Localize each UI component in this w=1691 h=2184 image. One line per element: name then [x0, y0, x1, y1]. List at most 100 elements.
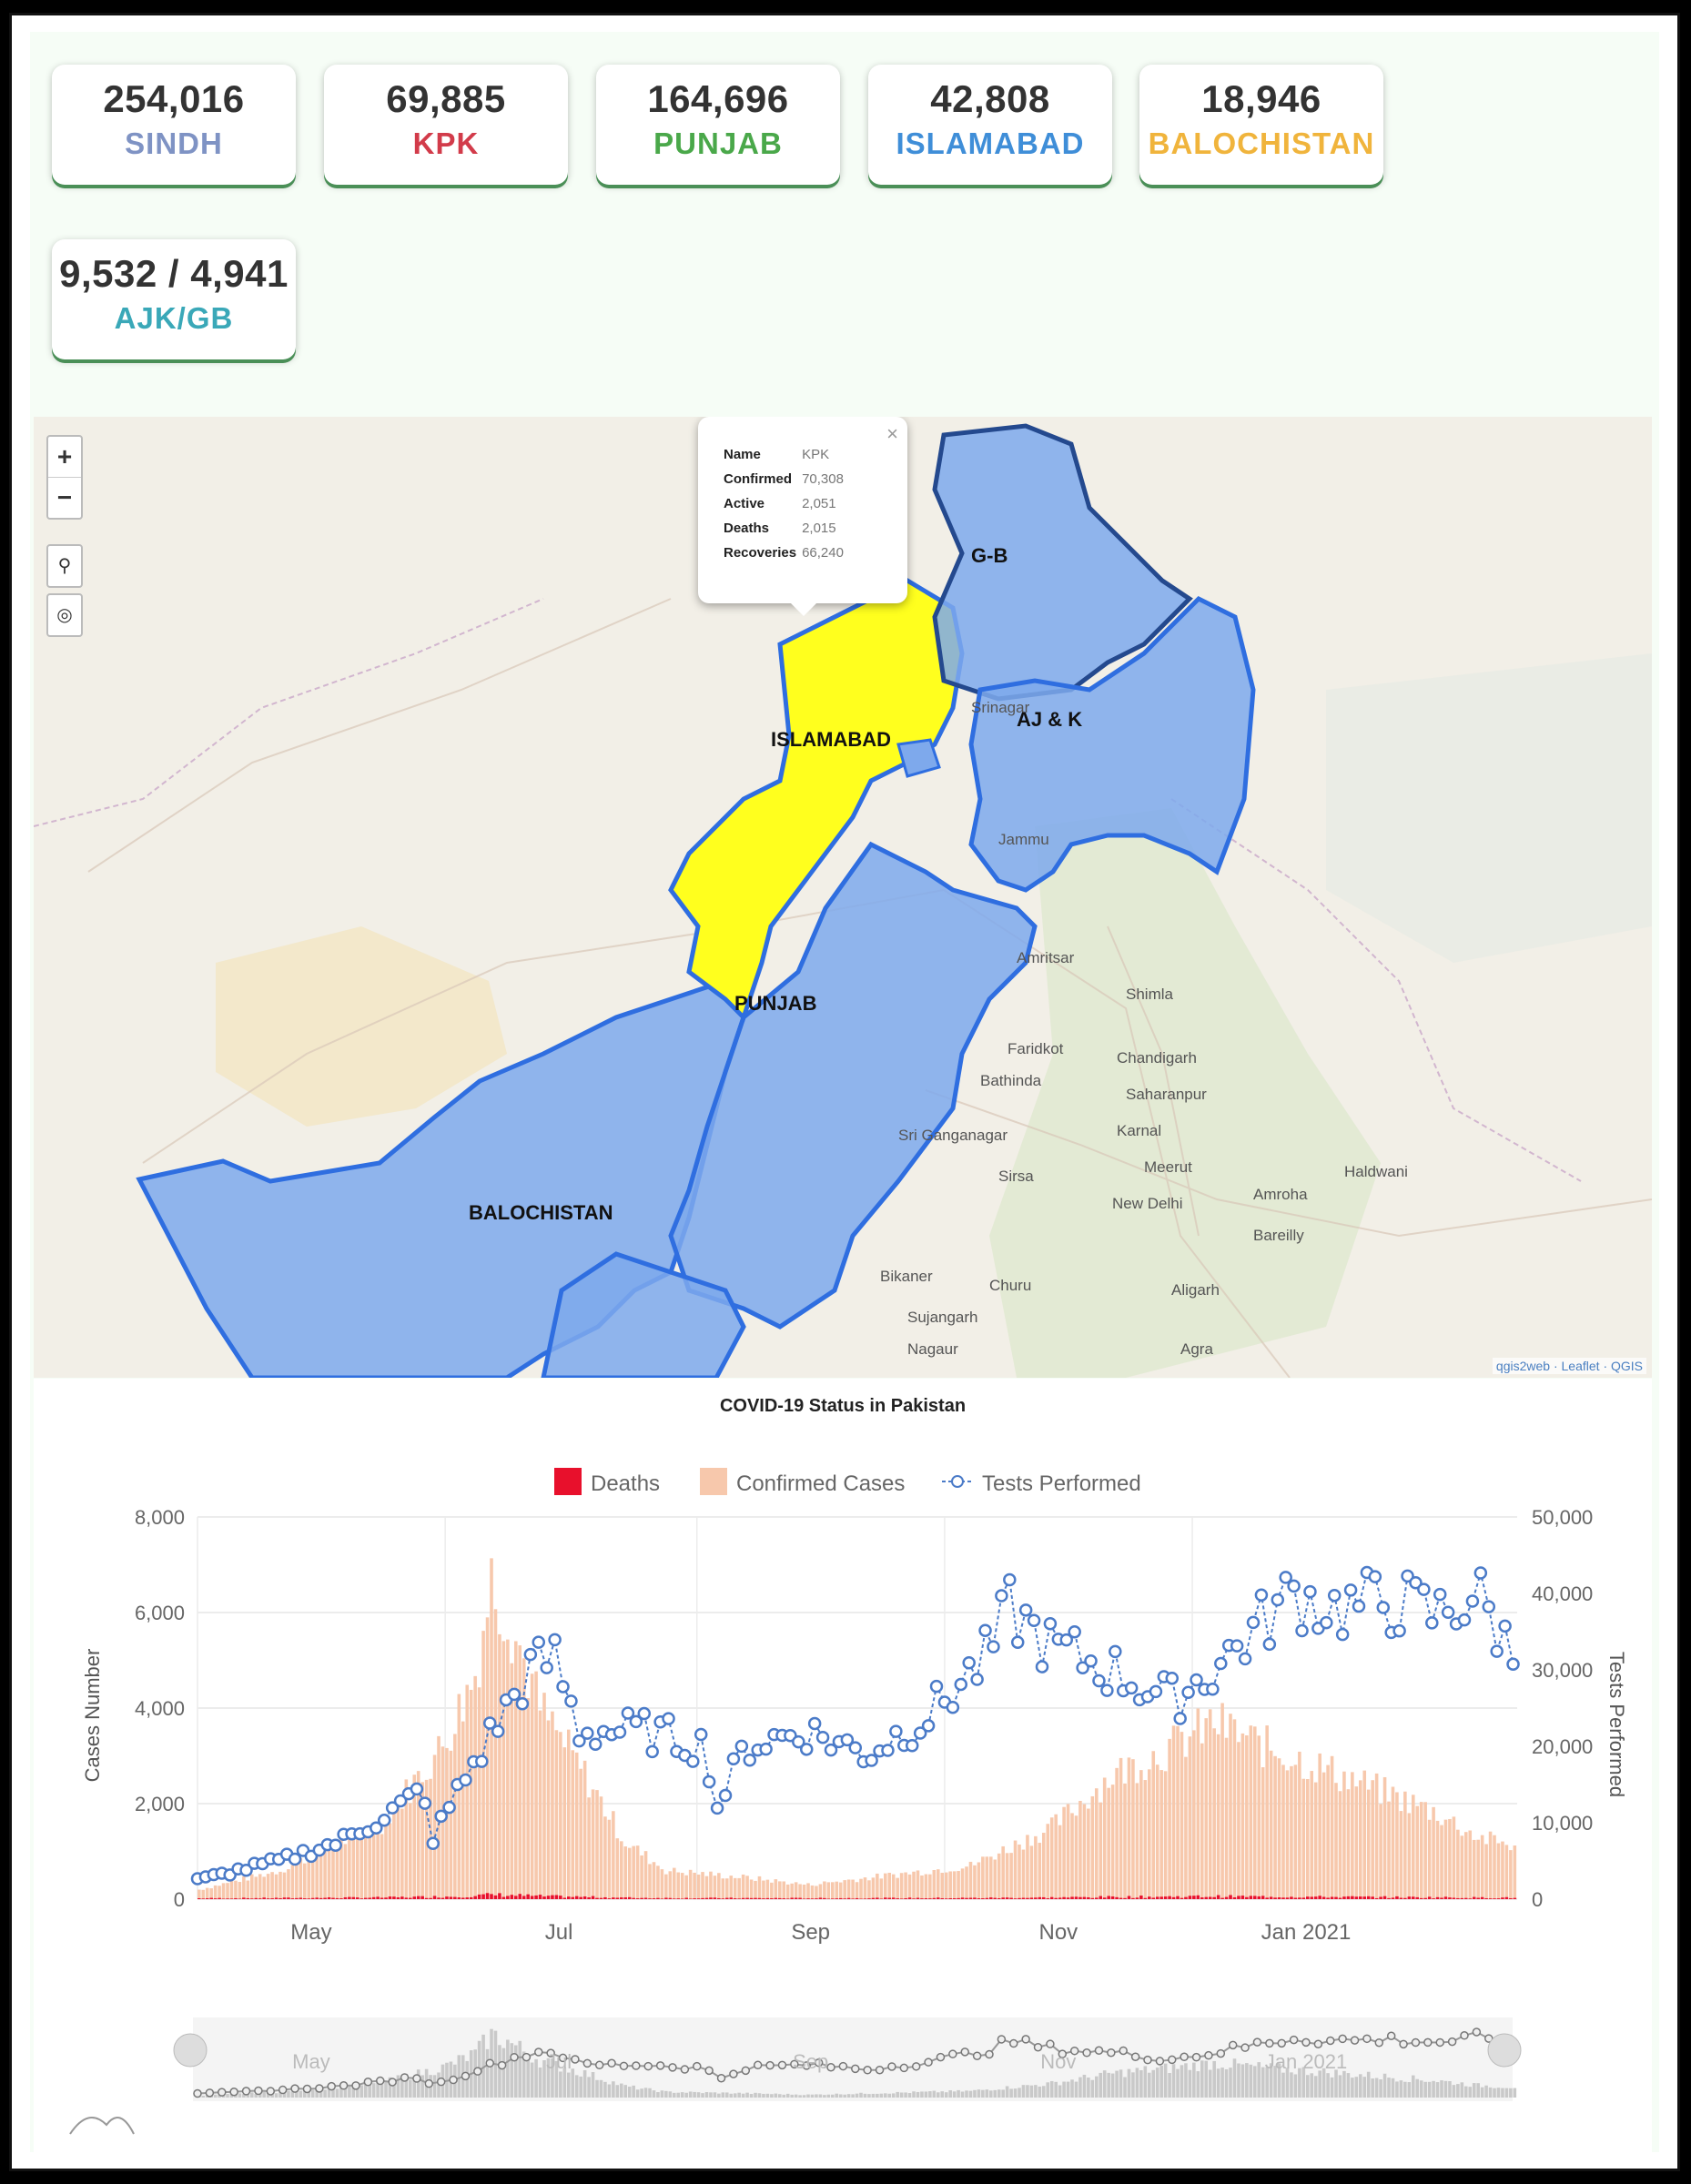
stat-card-ajk-gb[interactable]: 9,532 / 4,941 AJK/GB	[52, 239, 296, 359]
confirmed-bar	[896, 1877, 899, 1899]
navigator-bar	[741, 2093, 745, 2098]
confirmed-bar	[944, 1872, 948, 1899]
confirmed-bar	[693, 1872, 696, 1899]
stat-card-sindh[interactable]: 254,016 SINDH	[52, 65, 296, 185]
search-icon[interactable]: ⚲	[46, 544, 83, 588]
popup-value: 2,015	[802, 521, 836, 536]
navigator-bar	[1163, 2063, 1168, 2098]
death-bar	[1440, 1897, 1443, 1899]
map-attribution[interactable]: qgis2web · Leaflet · QGIS	[1492, 1358, 1646, 1374]
navigator-bar	[937, 2092, 940, 2098]
region-punjab[interactable]	[668, 841, 1038, 1330]
death-bar	[1115, 1896, 1119, 1899]
navigator-point	[218, 2088, 227, 2097]
tests-point	[1295, 1623, 1309, 1638]
confirmed-bar	[798, 1884, 802, 1899]
region-islamabad[interactable]	[896, 738, 941, 778]
region-sindh[interactable]	[541, 1251, 746, 1378]
navigator-bar	[356, 2082, 359, 2098]
map-panel[interactable]: G-B AJ & K ISLAMABAD PUNJAB BALOCHISTAN …	[34, 417, 1652, 1378]
legend-tests[interactable]: Tests Performed	[982, 1471, 1141, 1496]
region-ajk[interactable]	[968, 595, 1256, 893]
binoculars-icon[interactable]: ◎	[46, 593, 83, 637]
navigator-left-handle[interactable]	[173, 2033, 208, 2068]
navigator-bar	[371, 2083, 376, 2098]
region-gb[interactable]	[932, 423, 1193, 702]
confirmed-bar	[582, 1760, 587, 1899]
navigator-bar	[287, 2090, 290, 2098]
navigator-bar	[867, 2094, 871, 2098]
navigator-point	[1435, 2037, 1444, 2048]
popup-close-icon[interactable]: ×	[886, 422, 898, 445]
death-bar	[1456, 1897, 1460, 1899]
confirmed-bar	[635, 1845, 640, 1899]
navigator-bar	[815, 2094, 818, 2098]
confirmed-bar	[673, 1867, 676, 1899]
death-bar	[331, 1897, 335, 1899]
navigator-point	[1180, 2052, 1189, 2062]
death-bar	[876, 1897, 879, 1899]
legend-swatch-deaths[interactable]	[554, 1468, 582, 1495]
navigator-right-handle[interactable]	[1487, 2033, 1522, 2068]
death-bar	[891, 1897, 896, 1899]
confirmed-bar	[729, 1876, 734, 1899]
confirmed-bar	[754, 1880, 757, 1899]
stat-label: AJK/GB	[114, 301, 234, 335]
confirmed-bar	[498, 1633, 501, 1899]
tests-point	[1010, 1635, 1025, 1650]
death-bar	[879, 1898, 884, 1899]
navigator-point	[753, 2060, 763, 2070]
confirmed-bar	[1046, 1824, 1050, 1899]
navigator-bar	[627, 2087, 632, 2098]
confirmed-bar	[404, 1779, 409, 1899]
map-label-punjab: PUNJAB	[734, 992, 816, 1015]
confirmed-bar	[287, 1869, 290, 1899]
death-bar	[1135, 1897, 1139, 1899]
confirmed-bar	[197, 1889, 201, 1899]
stat-card-balochistan[interactable]: 18,946 BALOCHISTAN	[1139, 65, 1383, 185]
confirmed-bar	[221, 1883, 226, 1899]
navigator-bar	[838, 2094, 843, 2098]
stat-card-kpk[interactable]: 69,885 KPK	[324, 65, 568, 185]
navigator-bar	[404, 2073, 409, 2098]
legend-deaths[interactable]: Deaths	[591, 1471, 660, 1496]
death-bar	[368, 1897, 371, 1899]
tests-point	[1392, 1623, 1406, 1638]
city-label: Bathinda	[980, 1072, 1042, 1089]
death-bar	[1042, 1896, 1046, 1899]
death-bar	[335, 1897, 339, 1899]
zoom-out-button[interactable]: −	[56, 483, 73, 511]
death-bar	[1070, 1896, 1074, 1899]
stat-card-islamabad[interactable]: 42,808 ISLAMABAD	[868, 65, 1112, 185]
confirmed-bar	[445, 1747, 449, 1899]
confirmed-bar	[899, 1873, 904, 1899]
navigator-bar	[420, 2075, 424, 2098]
tests-point	[995, 1589, 1008, 1603]
confirmed-bar	[859, 1878, 863, 1899]
confirmed-bar	[810, 1885, 815, 1899]
death-bar	[643, 1897, 648, 1899]
tests-point	[1327, 1588, 1342, 1603]
tests-point	[426, 1836, 440, 1850]
legend-swatch-tests[interactable]	[951, 1475, 964, 1488]
death-bar	[229, 1898, 234, 1899]
death-bar	[1395, 1896, 1399, 1899]
legend-swatch-confirmed[interactable]	[700, 1468, 727, 1495]
navigator-point	[424, 2078, 434, 2088]
navigator-point	[924, 2058, 933, 2067]
navigator-bar	[1501, 2088, 1504, 2098]
tests-point	[1068, 1624, 1081, 1639]
stat-card-punjab[interactable]: 164,696 PUNJAB	[596, 65, 840, 185]
navigator-bar	[582, 2069, 587, 2098]
navigator-point	[741, 2066, 751, 2076]
death-bar	[437, 1897, 440, 1899]
confirmed-bar	[1099, 1802, 1103, 1899]
confirmed-bar	[1403, 1791, 1407, 1899]
death-bar	[546, 1896, 551, 1899]
zoom-in-button[interactable]: +	[48, 437, 81, 478]
navigator-point	[1033, 2042, 1043, 2052]
death-bar	[234, 1897, 238, 1899]
confirmed-bar	[794, 1882, 798, 1899]
legend-confirmed[interactable]: Confirmed Cases	[736, 1471, 905, 1496]
tests-point	[1018, 1603, 1033, 1617]
